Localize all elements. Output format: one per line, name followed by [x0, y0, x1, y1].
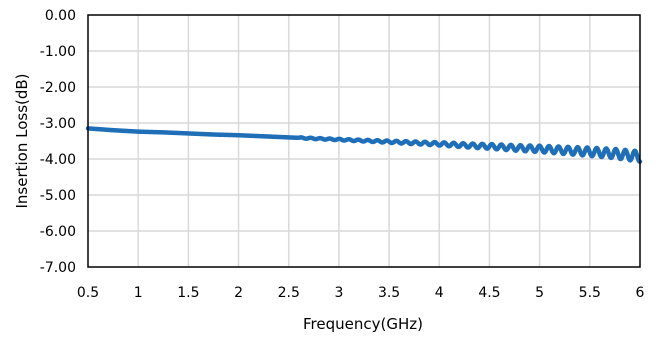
x-tick-label: 1.5	[177, 285, 199, 301]
x-tick-label: 4.5	[478, 285, 500, 301]
x-tick-label: 3	[334, 285, 343, 301]
y-tick-label: -4.00	[40, 152, 76, 168]
series-layer	[85, 126, 643, 164]
insertion-loss-line	[85, 126, 643, 164]
x-tick-label: 4	[435, 285, 444, 301]
x-tick-label: 2.5	[278, 285, 300, 301]
x-tick-label: 3.5	[378, 285, 400, 301]
y-tick-label: -3.00	[40, 116, 76, 132]
y-tick-labels: 0.00 -1.00 -2.00 -3.00 -4.00 -5.00 -6.00 -7.00	[40, 8, 76, 276]
x-tick-labels: 0.5 1 1.5 2 2.5 3 3.5 4 4.5 5 5.5 6	[77, 285, 645, 301]
y-tick-label: -5.00	[40, 188, 76, 204]
y-tick-label: -2.00	[40, 80, 76, 96]
x-tick-label: 1	[134, 285, 143, 301]
plot-area-frame	[87, 14, 641, 268]
y-tick-label: -1.00	[40, 44, 76, 60]
x-axis-title: Frequency(GHz)	[303, 315, 423, 333]
x-tick-label: 5	[535, 285, 544, 301]
y-tick-label: -6.00	[40, 224, 76, 240]
x-tick-label: 6	[636, 285, 645, 301]
x-tick-label: 2	[234, 285, 243, 301]
x-tick-label: 5.5	[579, 285, 601, 301]
y-axis-title: Insertion Loss(dB)	[13, 73, 31, 208]
y-tick-label: 0.00	[45, 8, 76, 24]
x-tick-label: 0.5	[77, 285, 99, 301]
y-tick-label: -7.00	[40, 260, 76, 276]
